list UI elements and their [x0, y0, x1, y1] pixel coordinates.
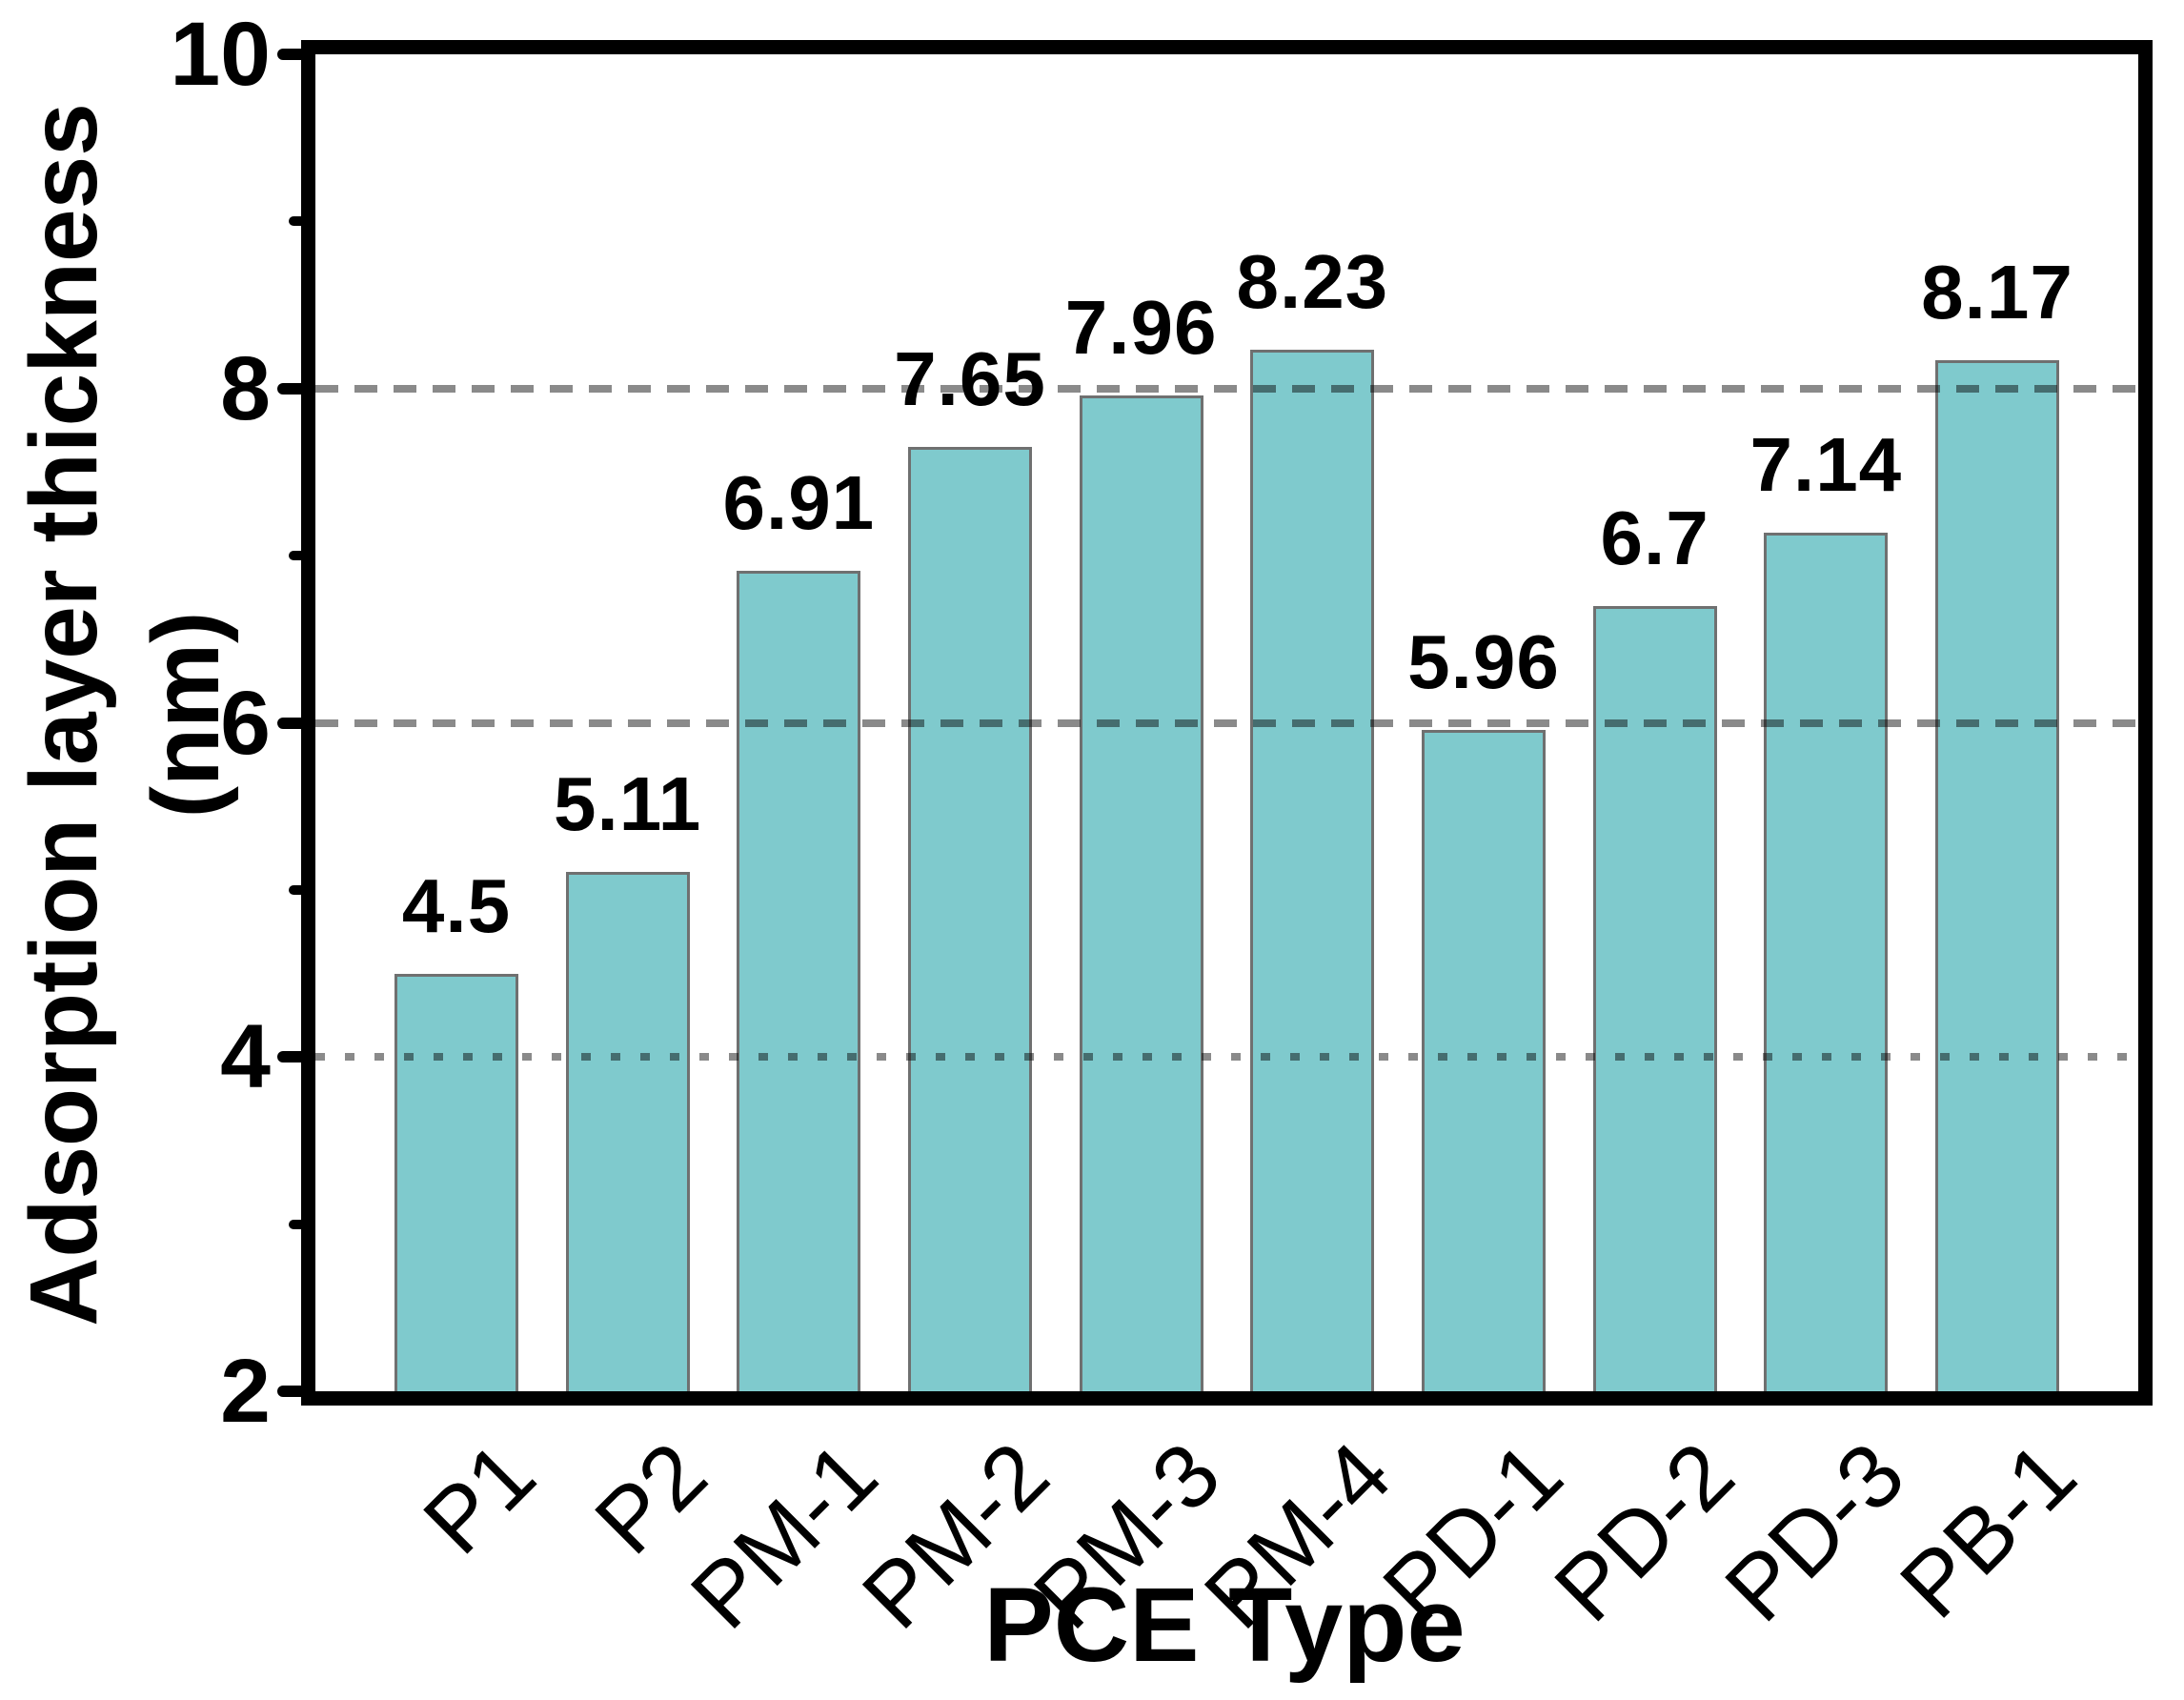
gridline-y6 — [315, 718, 2138, 727]
y-tick-major-4 — [277, 1051, 310, 1063]
y-tick-minor-5 — [289, 884, 310, 895]
y-tick-label-10: 10 — [170, 4, 271, 105]
y-axis-title-text: Adsorption layer thickness — [10, 103, 117, 1326]
bar-pm-3 — [1079, 395, 1203, 1391]
x-axis-title: PCE Type — [983, 1567, 1466, 1684]
y-tick-major-6 — [277, 717, 310, 729]
y-tick-minor-9 — [289, 216, 310, 227]
y-tick-minor-7 — [289, 551, 310, 561]
y-axis-unit: (nm) — [132, 611, 239, 819]
bar-pb-1 — [1935, 359, 2059, 1391]
bar-p2 — [565, 871, 690, 1391]
y-tick-major-8 — [277, 382, 310, 395]
bar-value-label: 7.96 — [1064, 284, 1218, 370]
bar-value-label: 7.65 — [894, 336, 1046, 422]
y-tick-label-2: 2 — [220, 1341, 271, 1442]
y-tick-label-8: 8 — [220, 337, 271, 439]
bar-value-label: 7.14 — [1749, 421, 1903, 507]
bar-pm-2 — [908, 447, 1032, 1391]
bar-value-label: 6.7 — [1600, 495, 1709, 580]
bar-pd-3 — [1764, 532, 1889, 1391]
bar-value-label: 5.96 — [1407, 618, 1560, 704]
y-tick-minor-3 — [289, 1219, 310, 1229]
bar-value-label: 5.11 — [554, 760, 702, 846]
y-tick-major-2 — [277, 1386, 310, 1397]
bar-value-label: 8.23 — [1236, 239, 1389, 325]
y-axis-title: Adsorption layer thickness (nm) — [3, 0, 247, 1429]
bar-value-label: 6.91 — [722, 459, 876, 545]
gridline-y4 — [315, 1053, 2138, 1062]
y-tick-label-4: 4 — [220, 1006, 271, 1108]
y-tick-major-10 — [277, 49, 310, 60]
bar-pd-2 — [1592, 605, 1717, 1391]
gridline-y8 — [315, 384, 2138, 393]
bar-pm-1 — [737, 570, 861, 1391]
bar-pm-4 — [1250, 350, 1375, 1391]
bar-value-label: 4.5 — [401, 862, 512, 948]
bar-p1 — [394, 973, 518, 1391]
bar-value-label: 8.17 — [1921, 249, 2073, 334]
y-tick-label-6: 6 — [220, 672, 271, 774]
